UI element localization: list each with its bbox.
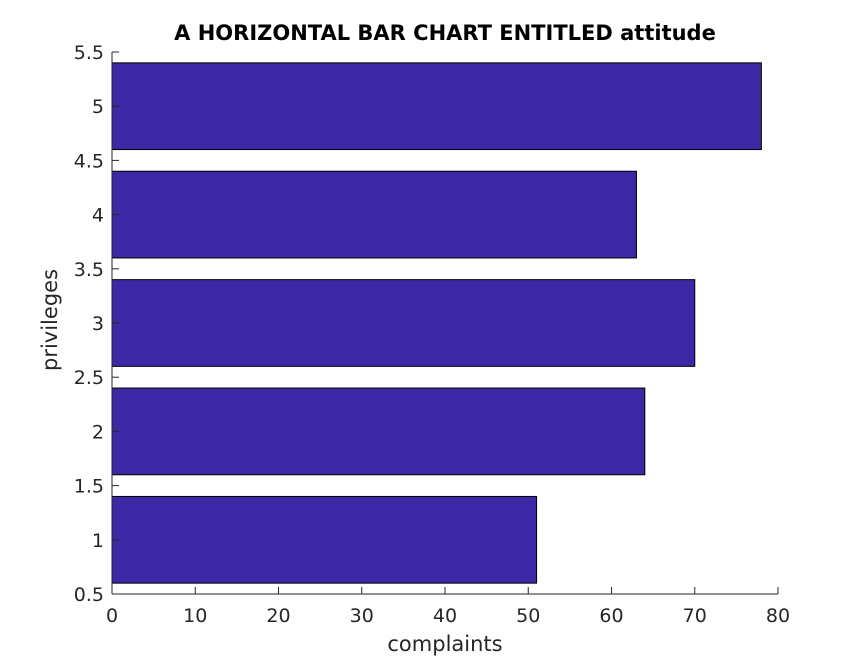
bar-5 (111, 62, 762, 151)
x-tick-label-20: 20 (266, 605, 290, 627)
y-tick-label-5.5: 5.5 (74, 42, 104, 64)
y-tick-label-5: 5 (92, 96, 104, 118)
x-tick-label-60: 60 (599, 605, 623, 627)
y-tick-label-1.5: 1.5 (74, 476, 104, 498)
bar-2 (111, 387, 646, 476)
x-tick-label-70: 70 (683, 605, 707, 627)
x-tick-label-80: 80 (766, 605, 790, 627)
bar-3 (111, 279, 696, 367)
y-tick-label-2.5: 2.5 (74, 367, 104, 389)
axes-group: 0 10 20 30 40 50 60 70 80 0.5 1 1.5 2 2.5 3 3.5 4 4.5 5 5.5 (74, 42, 790, 627)
bars-group (111, 62, 762, 584)
y-tick-label-3.5: 3.5 (74, 259, 104, 281)
chart-title: A HORIZONTAL BAR CHART ENTITLED attitude (174, 21, 716, 45)
y-axis-label: privileges (38, 269, 62, 371)
y-tick-label-4.5: 4.5 (74, 150, 104, 172)
bar-4 (111, 170, 637, 259)
bar-1 (111, 495, 538, 584)
x-tick-label-50: 50 (516, 605, 540, 627)
x-tick-label-40: 40 (433, 605, 457, 627)
x-tick-label-30: 30 (350, 605, 374, 627)
x-tick-label-0: 0 (106, 605, 118, 627)
y-tick-label-4: 4 (92, 205, 104, 227)
y-tick-label-2: 2 (92, 421, 104, 443)
y-tick-label-3: 3 (92, 313, 104, 335)
x-axis-label: complaints (387, 632, 502, 656)
y-tick-label-1: 1 (92, 530, 104, 552)
x-tick-label-10: 10 (183, 605, 207, 627)
y-tick-label-0.5: 0.5 (74, 584, 104, 606)
